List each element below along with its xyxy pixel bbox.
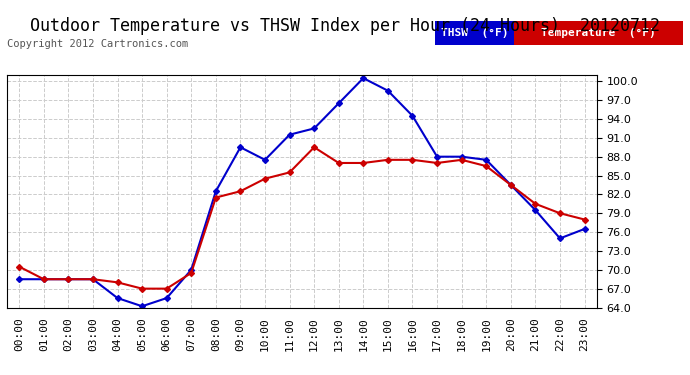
Text: THSW  (°F): THSW (°F) — [441, 28, 508, 38]
FancyBboxPatch shape — [435, 21, 514, 45]
FancyBboxPatch shape — [514, 21, 683, 45]
Text: Outdoor Temperature vs THSW Index per Hour (24 Hours)  20120712: Outdoor Temperature vs THSW Index per Ho… — [30, 17, 660, 35]
Text: Temperature  (°F): Temperature (°F) — [541, 28, 656, 38]
Text: Copyright 2012 Cartronics.com: Copyright 2012 Cartronics.com — [7, 39, 188, 50]
